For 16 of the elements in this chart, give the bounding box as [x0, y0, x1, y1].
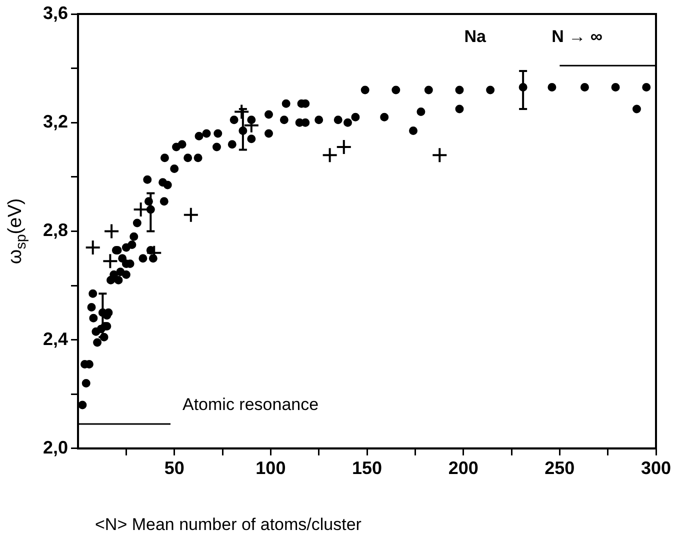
annotation: Atomic resonance [182, 395, 319, 414]
annotation: Na [464, 27, 487, 46]
x-tick-label: 150 [352, 458, 382, 478]
x-tick-label: 300 [640, 458, 672, 478]
x-tick-label: 100 [256, 458, 286, 478]
y-tick-label: 2,4 [42, 328, 68, 349]
y-axis-title: ωsp(eV) [5, 198, 30, 264]
x-tick-label: 250 [544, 458, 575, 478]
y-tick-label: 3,2 [42, 112, 68, 132]
x-axis-title: <N> Mean number of atoms/cluster [95, 515, 362, 534]
y-tick-label: 2,0 [42, 437, 68, 458]
annotation: N → ∞ [552, 26, 603, 46]
x-tick-label: 50 [164, 458, 184, 478]
y-tick-label: 3,6 [42, 2, 68, 23]
x-tick-label: 200 [448, 458, 478, 478]
y-tick-label: 2,8 [42, 220, 68, 240]
